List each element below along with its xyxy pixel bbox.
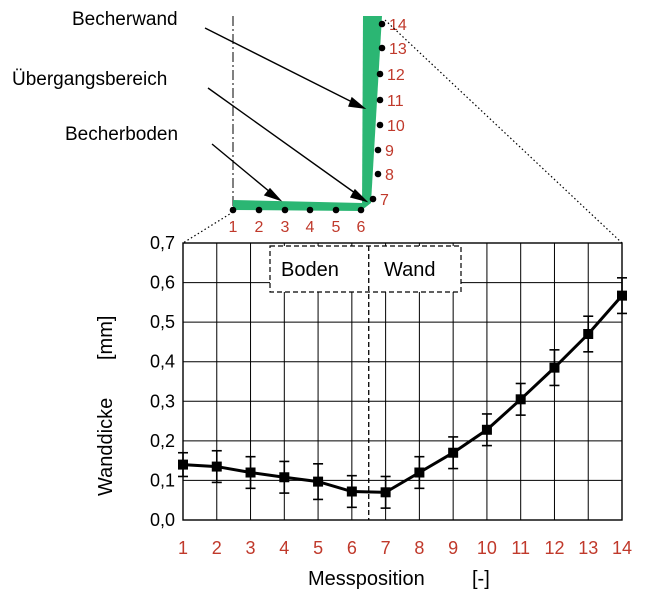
measurement-point-number-3: 3	[281, 219, 290, 236]
measurement-point-number-10: 10	[387, 118, 405, 135]
data-point	[481, 424, 492, 435]
y-tick-label: 0,1	[150, 470, 175, 490]
measurement-point-number-9: 9	[385, 143, 394, 160]
x-tick-label: 7	[381, 538, 391, 558]
data-point	[211, 461, 222, 472]
x-tick-label: 6	[347, 538, 357, 558]
series	[178, 277, 627, 509]
zoom-line-left	[182, 211, 234, 244]
x-tick-label: 12	[544, 538, 564, 558]
zoom-line-right	[384, 19, 623, 244]
measurement-point-9	[374, 146, 382, 154]
measurement-point-2	[255, 206, 263, 214]
plot-frame	[182, 242, 623, 521]
measurement-point-3	[281, 206, 289, 214]
measurement-point-8	[374, 170, 382, 178]
y-tick-label: 0,0	[150, 510, 175, 530]
arrow-head-becherwand	[348, 96, 367, 110]
y-axis-unit: [mm]	[95, 316, 117, 360]
measurement-point-number-4: 4	[306, 219, 315, 236]
y-tick-label: 0,7	[150, 233, 175, 253]
x-tick-label: 9	[448, 538, 458, 558]
data-point	[279, 472, 290, 483]
data-point	[245, 467, 256, 478]
measurement-point-number-14: 14	[389, 17, 407, 34]
region-label-wand: Wand	[384, 259, 436, 281]
x-tick-label: 1	[178, 538, 188, 558]
data-point	[617, 290, 627, 301]
cup-wall-shape	[362, 16, 382, 210]
measurement-point-number-6: 6	[357, 219, 366, 236]
y-tick-label: 0,6	[150, 273, 175, 293]
y-tick-label: 0,2	[150, 431, 175, 451]
callout-arrows	[204, 27, 369, 203]
data-point	[380, 487, 391, 498]
x-axis-unit: [-]	[472, 568, 490, 590]
measurement-point-1	[229, 206, 237, 214]
measurement-point-number-1: 1	[229, 219, 238, 236]
arrow-uebergangsbereich	[207, 87, 363, 199]
measurement-point-6	[357, 206, 365, 214]
measurement-point-number-11: 11	[387, 93, 404, 110]
series-line	[182, 294, 624, 494]
data-point	[414, 467, 425, 478]
measurement-point-number-13: 13	[389, 41, 407, 58]
y-tick-label: 0,4	[150, 352, 175, 372]
x-tick-label: 10	[477, 538, 497, 558]
y-axis-label: Wanddicke	[95, 398, 117, 496]
label-becherwand: Becherwand	[72, 9, 178, 30]
data-point	[549, 362, 560, 373]
data-point	[448, 447, 459, 458]
measurement-point-12	[376, 70, 384, 78]
chart: 0,00,10,20,30,40,50,60,7 1 2 3 4 5 6 7 8 9 10 11 12…	[95, 233, 632, 590]
data-point	[178, 459, 188, 470]
measurement-point-number-7: 7	[380, 192, 389, 209]
region-label-box	[269, 245, 462, 293]
measurement-point-11	[376, 96, 384, 104]
measurement-point-13	[378, 44, 386, 52]
arrow-becherwand	[204, 27, 361, 107]
data-point	[313, 476, 324, 487]
arrow-head-becherboden	[263, 187, 283, 202]
data-point	[583, 329, 594, 340]
measurement-point-10	[376, 121, 384, 129]
x-tick-label: 14	[612, 538, 632, 558]
measurement-point-number-12: 12	[387, 67, 405, 84]
x-tick-label: 4	[279, 538, 289, 558]
measurement-point-14	[378, 20, 386, 28]
measurement-point-4	[306, 206, 314, 214]
arrow-head-uebergangsbereich	[349, 188, 369, 203]
y-tick-labels: 0,0 0,1 0,2 0,3 0,4 0,5 0,6 0,7	[150, 233, 175, 530]
label-uebergangsbereich: Übergangsbereich	[12, 69, 167, 90]
x-axis-label: Messposition	[308, 568, 425, 590]
measurement-points	[229, 20, 386, 214]
y-tick-label: 0,5	[150, 312, 175, 332]
y-axis-title: Wanddicke [mm]	[95, 316, 117, 496]
x-tick-label: 3	[246, 538, 256, 558]
y-tick-label: 0,3	[150, 391, 175, 411]
x-tick-label: 2	[212, 538, 222, 558]
data-point	[515, 394, 526, 405]
x-tick-label: 11	[511, 538, 530, 558]
x-tick-labels: 1 2 3 4 5 6 7 8 9 10 11 12 13 14	[178, 538, 632, 558]
region-label-boden: Boden	[281, 259, 339, 281]
measurement-point-number-8: 8	[385, 167, 394, 184]
label-becherboden: Becherboden	[65, 124, 178, 145]
x-tick-label: 5	[313, 538, 323, 558]
x-tick-label: 13	[578, 538, 598, 558]
cup-bottom-shape	[233, 200, 362, 211]
x-tick-label: 8	[414, 538, 424, 558]
measurement-point-5	[332, 206, 340, 214]
data-point	[346, 486, 357, 497]
measurement-point-number-2: 2	[255, 219, 264, 236]
measurement-point-number-5: 5	[332, 219, 341, 236]
arrow-becherboden	[211, 143, 277, 198]
measurement-point-7	[369, 195, 377, 203]
